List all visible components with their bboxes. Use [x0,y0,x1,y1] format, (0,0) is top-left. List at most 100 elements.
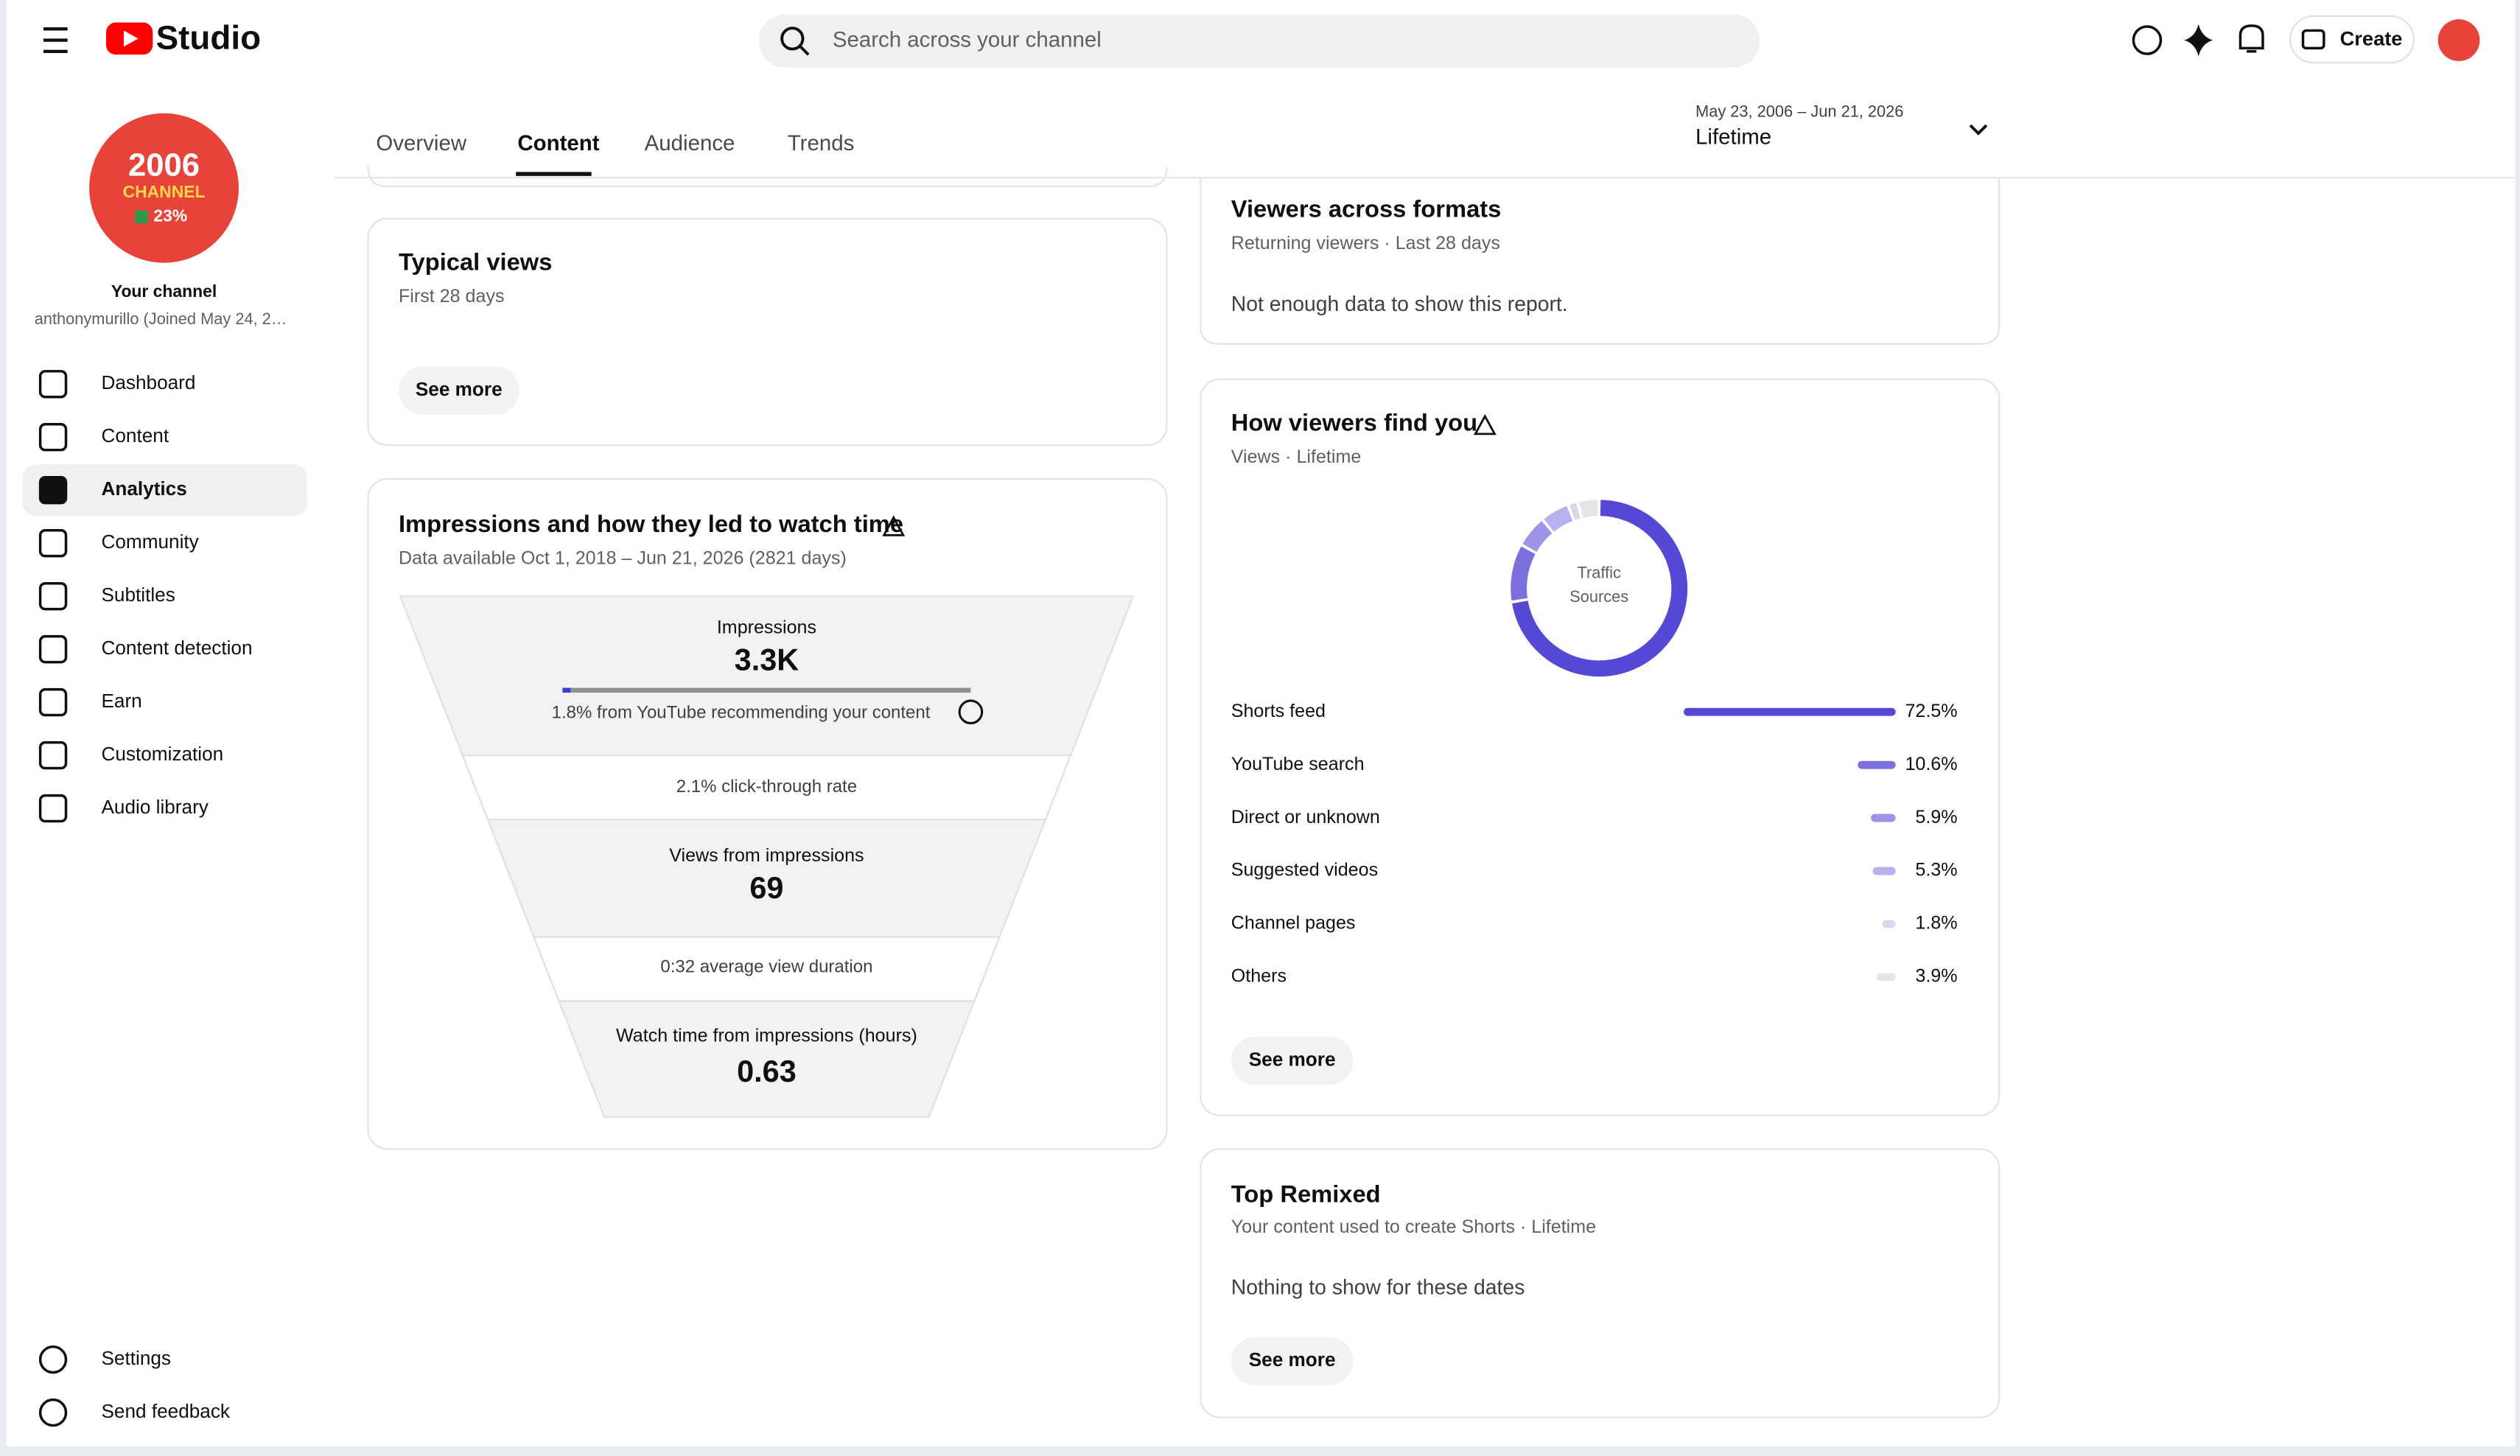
button-label[interactable]: See more [416,378,503,400]
card-message: Nothing to show for these dates [1231,1276,1525,1300]
nav-icon [38,1398,68,1427]
button-label[interactable]: See more [1249,1048,1336,1070]
search-icon [780,27,805,51]
nav-item[interactable]: Customization [101,743,223,765]
card-subtitle: Returning viewers · Last 28 days [1231,233,1500,253]
search-placeholder: Search across your channel [833,27,1102,52]
card [1200,1148,2001,1418]
source-name: YouTube search [1231,754,1365,774]
menu-icon [43,49,68,53]
nav-item[interactable]: Subtitles [101,584,175,606]
source-value: 3.9% [1915,966,1957,987]
source-value: 10.6% [1905,754,1957,774]
menu-icon [43,27,68,31]
nav-icon [38,634,68,664]
ai-icon[interactable] [2184,24,2213,57]
search-box[interactable] [758,14,1760,68]
funnel-label: Views from impressions [669,845,864,866]
tab[interactable]: Content [517,131,599,155]
nav-item[interactable]: Earn [101,690,141,712]
button-label[interactable]: See more [1249,1348,1336,1371]
nav-item[interactable]: Settings [101,1347,171,1369]
nav-item[interactable]: Analytics [101,477,186,500]
card-title: How viewers find you [1231,408,1477,435]
donut-segment [1579,500,1598,518]
funnel-note: 1.8% from YouTube recommending your cont… [552,703,931,723]
card [367,217,1168,447]
create-label[interactable]: Create [2340,27,2403,50]
channel-label: Your channel [111,281,217,301]
logo-text: Studio [156,19,261,57]
card-subtitle: Data available Oct 1, 2018 – Jun 21, 202… [399,548,847,569]
date-range: May 23, 2006 – Jun 21, 2026 [1695,102,1903,120]
account-avatar[interactable] [2437,19,2480,61]
source-value: 1.8% [1915,913,1957,934]
funnel-value: 3.3K [735,643,799,677]
nav-item[interactable]: Send feedback [101,1400,230,1422]
nav-icon [38,476,68,505]
nav-item[interactable]: Audio library [101,796,209,818]
date-label[interactable]: Lifetime [1695,125,1771,149]
info-icon [958,699,984,724]
nav-active [22,464,307,517]
bell-icon[interactable] [2239,24,2264,53]
progress-track [562,687,971,693]
card-title: Viewers across formats [1231,195,1502,222]
donut-segment [1512,500,1688,677]
donut-label: Traffic [1578,563,1621,581]
avatar-text: 2006 [128,147,200,183]
card [1200,176,2001,345]
nav-item[interactable]: Dashboard [101,371,195,393]
button[interactable] [398,366,519,415]
funnel-value: 0.63 [737,1054,797,1088]
tab[interactable]: Trends [788,131,855,155]
nav-icon [38,370,68,399]
funnel-stage [558,1000,976,1118]
donut-segment [1522,521,1553,553]
source-name: Direct or unknown [1231,807,1380,827]
nav-icon [38,423,68,452]
channel-avatar [89,113,239,263]
card-title: Typical views [399,248,552,275]
tab[interactable]: Overview [376,131,466,155]
tab-underline [516,172,592,176]
nav-icon [38,1345,68,1374]
card-title: Impressions and how they led to watch ti… [399,510,903,537]
channel-handle: anthonymurillo (Joined May 24, 2… [35,309,287,328]
donut-segment [1511,546,1536,601]
funnel-label: 2.1% click-through rate [676,777,857,797]
button[interactable] [1231,1337,1354,1386]
source-name: Shorts feed [1231,701,1326,721]
nav-icon [38,794,68,823]
source-value: 5.3% [1915,860,1957,881]
nav-item[interactable]: Community [101,531,199,553]
warning-icon [1473,413,1497,435]
nav-icon [38,581,68,611]
nav-icon [38,528,68,558]
flag [135,210,148,224]
button[interactable] [1231,1036,1354,1085]
donut-label: Sources [1569,587,1628,606]
tab[interactable]: Audience [645,131,735,155]
search-icon [799,45,810,56]
menu-icon [43,38,68,42]
funnel-value: 69 [749,870,783,905]
logo-play [124,30,139,47]
help-icon[interactable] [2132,25,2163,55]
progress-fill [562,687,571,693]
source-name: Suggested videos [1231,860,1378,881]
source-name: Channel pages [1231,913,1356,934]
create-button[interactable] [2289,15,2415,64]
nav-item[interactable]: Content detection [101,637,252,659]
nav-item[interactable]: Content [101,424,169,447]
avatar-text: 23% [153,206,187,225]
funnel-label: Watch time from impressions (hours) [616,1025,917,1046]
card-subtitle: Views · Lifetime [1231,447,1362,467]
warning-icon [882,515,906,536]
donut-segment [1569,503,1581,520]
nav-icon [38,741,68,770]
chevron [1969,124,1988,136]
create-icon [2301,29,2325,50]
card [1200,378,2001,1116]
